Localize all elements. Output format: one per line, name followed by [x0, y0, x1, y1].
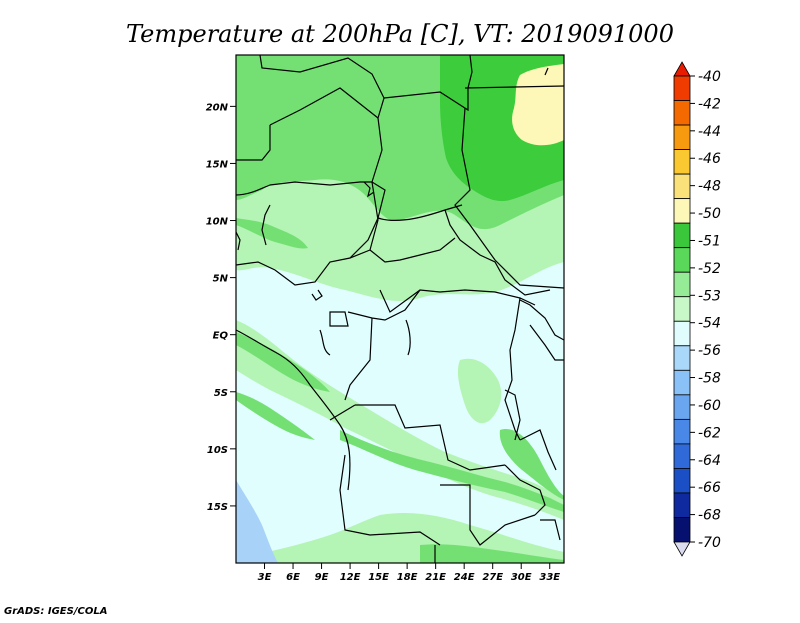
colorbar-swatch [673, 296, 691, 322]
colorbar-swatch [673, 247, 691, 273]
colorbar-swatch [673, 100, 691, 126]
chart-title: Temperature at 200hPa [C], VT: 201909100… [126, 20, 674, 48]
temperature-band-minus52-southwest [236, 332, 330, 392]
colorbar-swatch [673, 468, 691, 494]
colorbar-label: -66 [698, 480, 721, 496]
lon-tick-label: 6E [286, 572, 300, 583]
colorbar-label: -51 [698, 233, 721, 249]
temperature-band-minus52-west [236, 218, 308, 249]
colorbar-label: -58 [698, 371, 721, 387]
colorbar-bottom-arrow [673, 541, 691, 557]
map-frame [235, 54, 565, 564]
colorbar-label: -44 [698, 124, 721, 140]
colorbar-swatch [673, 517, 691, 543]
country-borders [236, 55, 564, 563]
colorbar-label: -62 [698, 425, 721, 441]
colorbar-swatch [673, 443, 691, 469]
lon-tick-label: 30E [511, 572, 532, 583]
colorbar-label: -54 [698, 316, 721, 332]
colorbar-swatch [673, 418, 691, 445]
colorbar-label: -56 [698, 343, 721, 359]
colorbar-label: -50 [698, 206, 721, 222]
colorbar-label: -52 [698, 261, 721, 277]
map-plot-area: 20N 15N 10N 5N EQ 5S 10S 15S 3E 6E 9E 12E 15E 18E 21E… [206, 54, 565, 583]
lon-tick-label: 9E [315, 572, 329, 583]
colorbar-swatch [673, 369, 691, 396]
colorbar-label: -48 [698, 179, 721, 195]
colorbar-label: -70 [698, 535, 721, 551]
colorbar-swatch [673, 394, 691, 420]
temperature-band-minus52-southern-edge [420, 544, 564, 563]
lat-tick-label: 15S [207, 502, 228, 513]
lat-tick-label: 10N [206, 217, 229, 228]
colorbar-label: -68 [698, 508, 721, 524]
colorbar-swatch [673, 345, 691, 371]
lat-tick-label: 10S [207, 445, 228, 456]
latitude-axis: 20N 15N 10N 5N EQ 5S 10S 15S [206, 102, 236, 513]
lon-tick-label: 12E [340, 572, 361, 583]
colorbar: -40 -42 -44 -46 -48 -50 -51 -52 -53 -54 -56 -58 -60 -… [673, 61, 721, 557]
colorbar-label: -53 [698, 288, 721, 304]
colorbar-swatch [673, 492, 691, 518]
grads-credit: GrADS: IGES/COLA [4, 606, 107, 617]
colorbar-top-arrow [673, 61, 691, 77]
temperature-band-minus53-central [457, 358, 502, 424]
temperature-band-minus56 [236, 480, 278, 563]
lat-tick-label: 5S [214, 388, 228, 399]
colorbar-swatch [673, 124, 691, 150]
colorbar-swatch [673, 222, 691, 249]
lon-tick-label: 27E [482, 572, 503, 583]
colorbar-label: -46 [698, 151, 721, 167]
temperature-band-minus52-east [499, 429, 564, 500]
colorbar-label: -40 [698, 69, 721, 85]
lat-tick-label: EQ [213, 331, 229, 342]
lon-tick-label: 18E [397, 572, 418, 583]
colorbar-swatch [673, 320, 691, 347]
colorbar-swatch [673, 271, 691, 298]
colorbar-label: -64 [698, 453, 721, 469]
temperature-band-minus52-southwest-2 [236, 392, 315, 440]
lon-tick-label: 24E [454, 572, 475, 583]
longitude-axis: 3E 6E 9E 12E 15E 18E 21E 24E 27E 30E 33E [258, 563, 560, 583]
temperature-band-minus50 [512, 64, 564, 146]
lat-tick-label: 5N [213, 274, 229, 285]
lat-tick-label: 15N [206, 159, 229, 170]
colorbar-swatch [673, 173, 691, 200]
lat-tick-label: 20N [206, 102, 229, 113]
colorbar-swatch [673, 149, 691, 175]
temperature-band-minus52-south [340, 430, 564, 512]
colorbar-swatch [673, 198, 691, 224]
lon-tick-label: 15E [368, 572, 389, 583]
colorbar-swatch [673, 75, 691, 101]
lon-tick-label: 21E [425, 572, 446, 583]
colorbar-label: -60 [698, 398, 721, 414]
lon-tick-label: 33E [539, 572, 560, 583]
colorbar-label: -42 [698, 96, 721, 112]
lon-tick-label: 3E [258, 572, 272, 583]
temperature-band-minus53-south [236, 320, 564, 520]
